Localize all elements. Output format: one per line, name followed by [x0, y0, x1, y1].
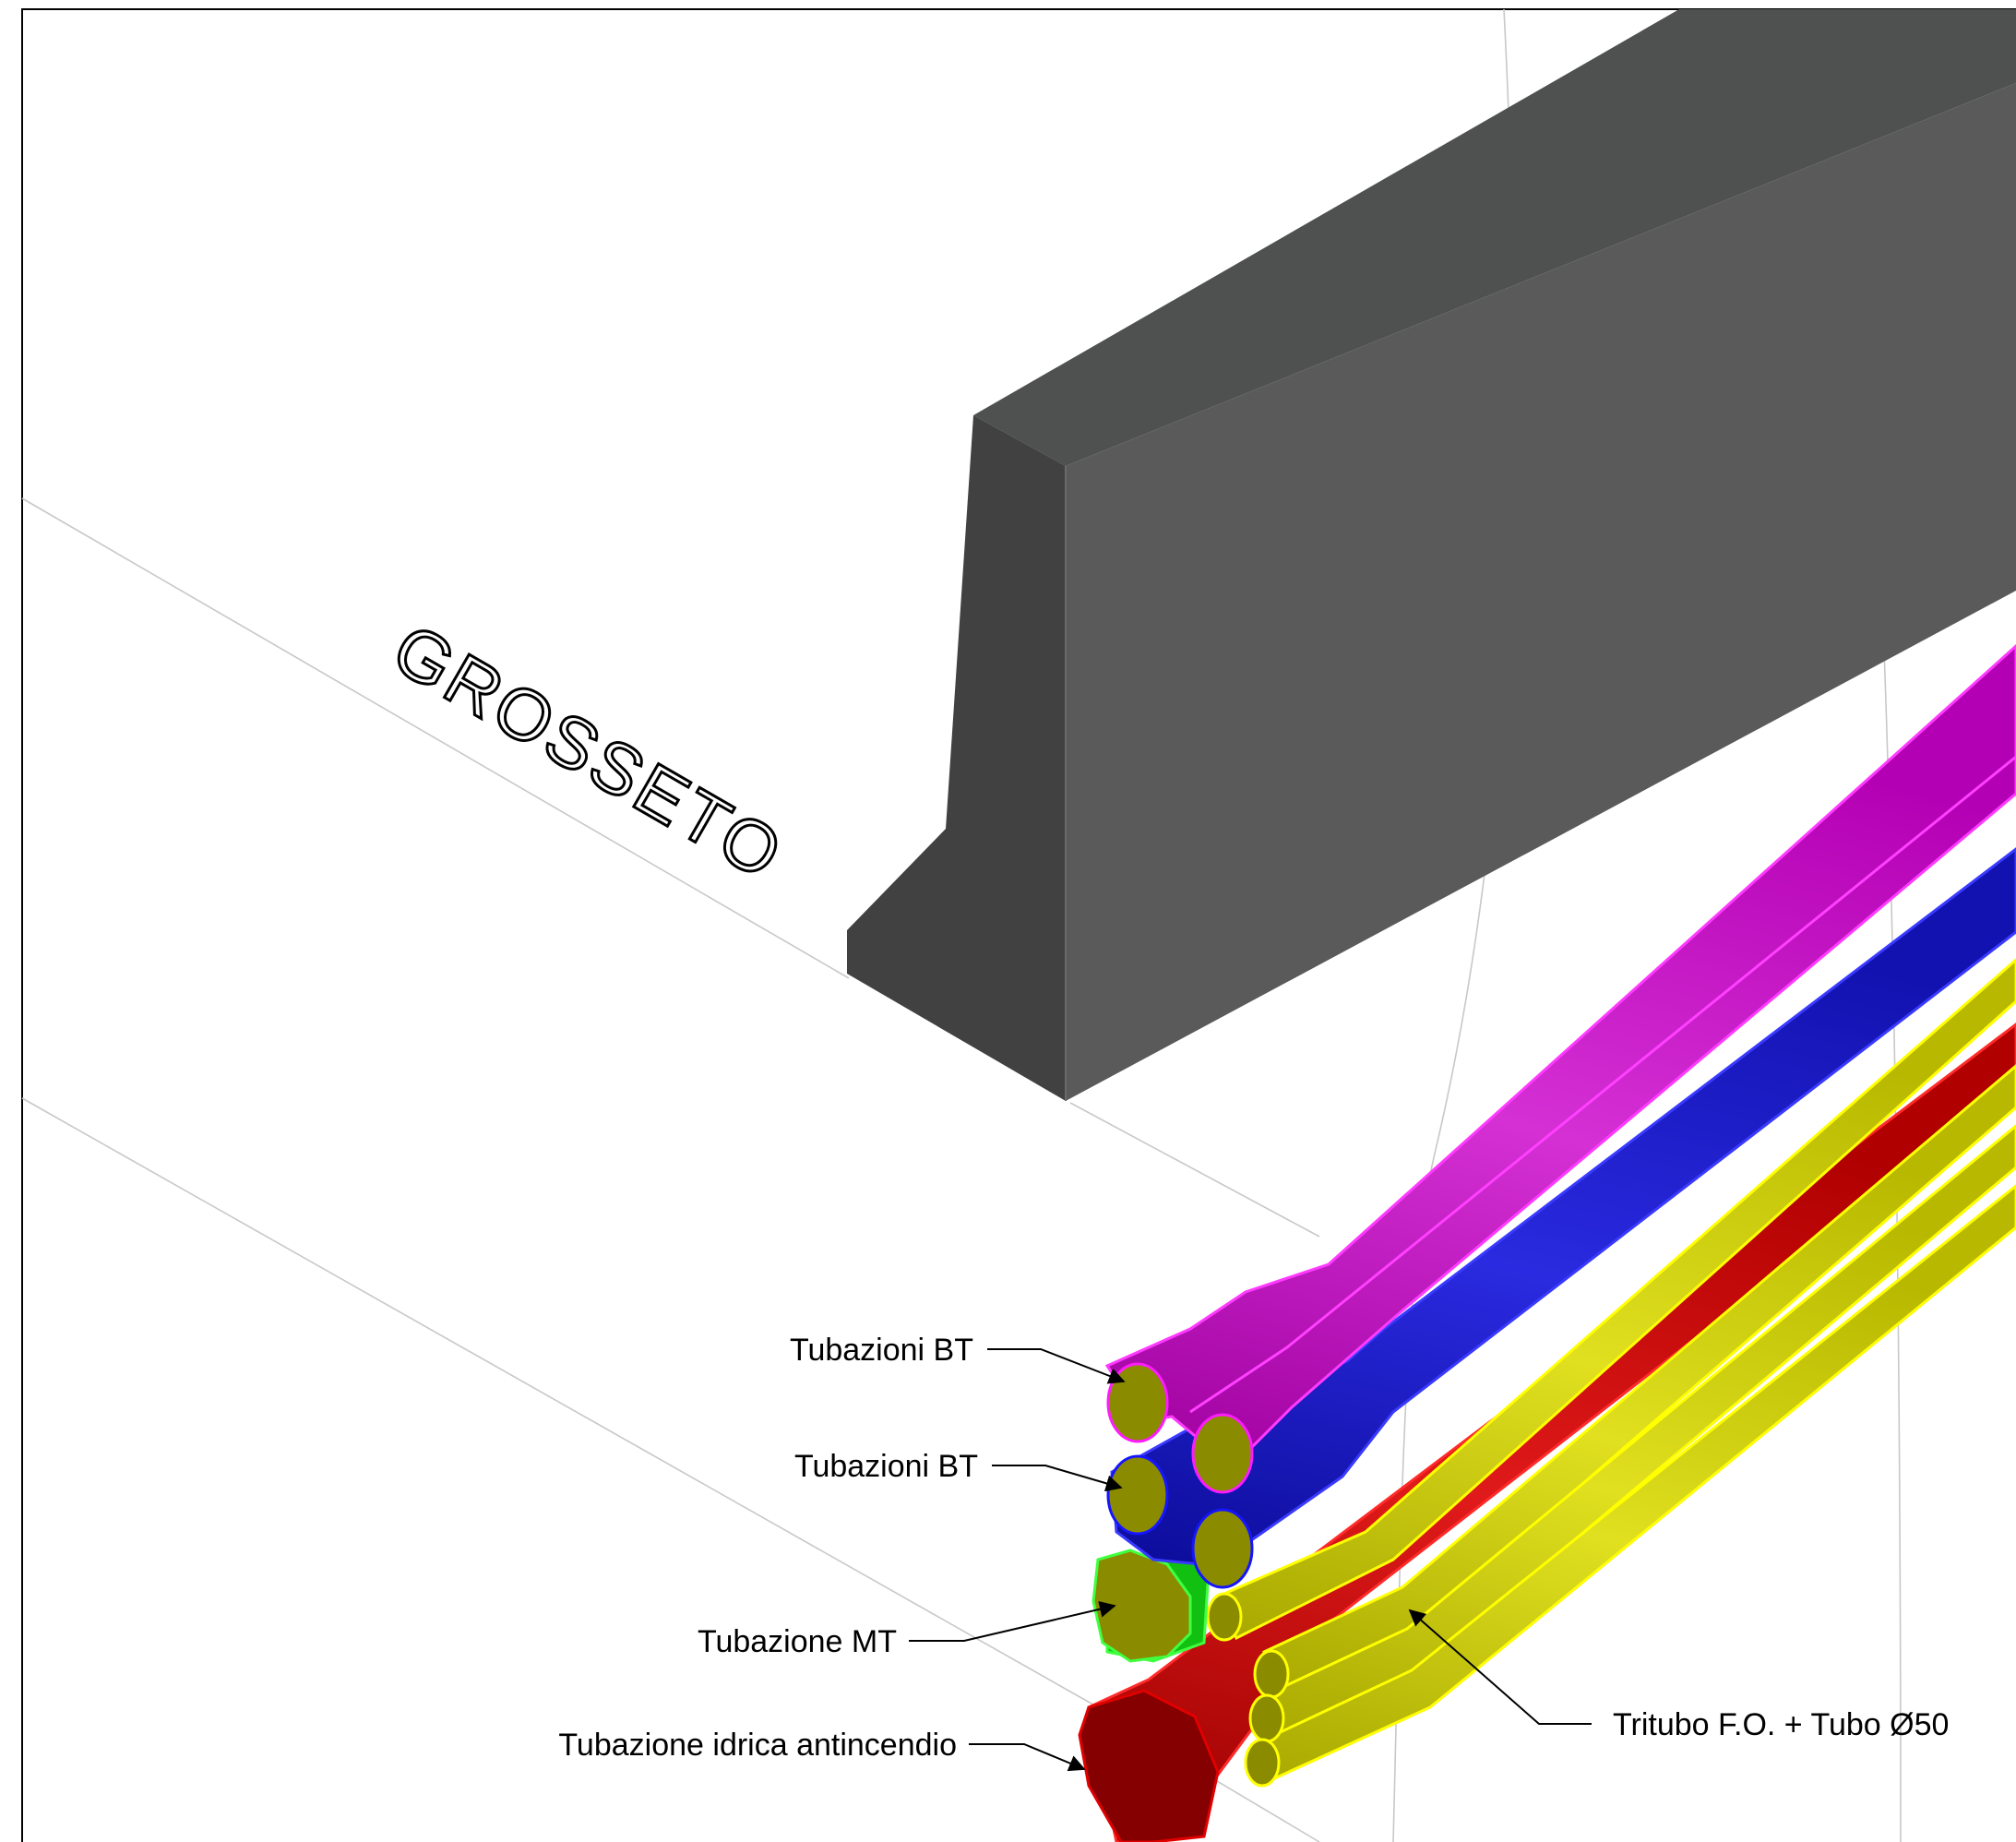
bt-upper-end-2	[1191, 1413, 1254, 1494]
bt-lower-pipes	[1106, 847, 2016, 1589]
barrier-side-face	[847, 415, 1066, 1101]
bt-upper-end-1	[1106, 1362, 1169, 1443]
label-idrica: Tubazione idrica antincendio	[558, 1728, 957, 1763]
pipe-bundle	[1078, 643, 2016, 1842]
tritubo-end-3	[1248, 1693, 1285, 1743]
drawing-frame	[21, 8, 2016, 1842]
barrier-top-face	[973, 9, 2016, 466]
label-bt-upper: Tubazioni BT	[790, 1333, 973, 1368]
tritubo-end-4	[1244, 1738, 1281, 1788]
tritubo-end-1	[1206, 1592, 1243, 1642]
label-tritubo: Tritubo F.O. + Tubo Ø50	[1613, 1707, 1949, 1742]
label-bt-lower: Tubazioni BT	[794, 1449, 978, 1484]
bt-lower-end-2	[1191, 1508, 1254, 1589]
bt-lower-end-1	[1106, 1454, 1169, 1536]
label-mt: Tubazione MT	[698, 1624, 897, 1659]
place-label: GROSSETO	[380, 608, 798, 897]
tritubo-pipes	[1206, 958, 2016, 1788]
barrier-front-face	[1066, 83, 2016, 1101]
tritubo-end-2	[1253, 1649, 1290, 1699]
concrete-barrier	[847, 9, 2016, 1101]
leader-lines	[909, 1348, 1592, 1772]
